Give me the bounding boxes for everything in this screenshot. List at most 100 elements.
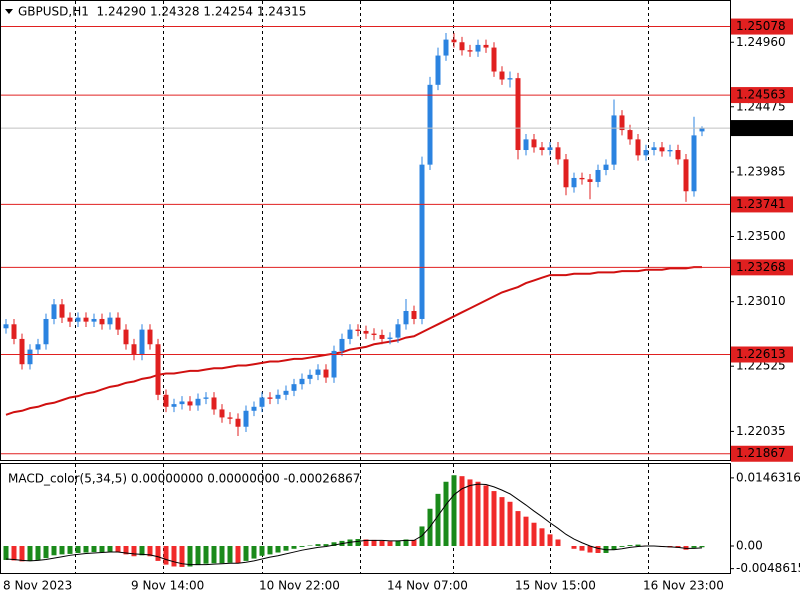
candle-body: [387, 337, 393, 339]
candle-body: [691, 135, 697, 192]
candle-body: [659, 147, 665, 152]
candle-body: [683, 159, 689, 192]
macd-bar: [571, 546, 577, 549]
candle-body: [163, 394, 169, 407]
macd-title: MACD_color(5,34,5) 0.00000000 0.00000000…: [8, 472, 360, 486]
y-tick-label: 1.22035: [736, 424, 786, 438]
level-label-box: [731, 87, 793, 104]
macd-bar: [467, 479, 473, 546]
macd-bar: [195, 546, 201, 566]
macd-bar: [267, 546, 273, 555]
macd-bar: [363, 539, 369, 546]
candle-body: [427, 84, 433, 165]
candle-body: [475, 44, 481, 52]
candle-body: [483, 44, 489, 48]
candle-body: [379, 334, 385, 339]
signal-line: [5, 483, 703, 566]
header-arrow: [5, 9, 13, 14]
macd-bar: [475, 481, 481, 546]
candle-body: [555, 147, 561, 160]
candle-body: [323, 369, 329, 378]
macd-bar: [75, 546, 81, 553]
level-label-box: [731, 259, 793, 276]
current-price-box: [731, 120, 793, 137]
candle-body: [491, 47, 497, 72]
y-tick-label: 1.23010: [736, 294, 786, 308]
macd-bar: [291, 546, 297, 549]
macd-bar: [411, 539, 417, 546]
candle-body: [459, 42, 465, 51]
candle-body: [187, 401, 193, 406]
macd-bar: [59, 546, 65, 555]
macd-bar: [459, 476, 465, 546]
macd-bar: [531, 522, 537, 546]
candle-body: [515, 78, 521, 151]
macd-bar: [211, 546, 217, 564]
candle-body: [75, 317, 81, 322]
candle-body: [43, 318, 49, 345]
macd-bar: [275, 546, 281, 553]
candle-body: [107, 317, 113, 325]
candle-body: [563, 159, 569, 188]
macd-bar: [619, 546, 625, 547]
macd-bar: [283, 546, 289, 551]
macd-bar: [323, 544, 329, 546]
macd-bar: [691, 546, 697, 548]
level-label: 1.22613: [736, 347, 786, 361]
macd-bar: [219, 546, 225, 564]
candle-body: [219, 409, 225, 418]
candle-body: [283, 390, 289, 395]
macd-bar: [227, 546, 233, 563]
macd-bar: [259, 546, 265, 556]
level-label-box: [731, 196, 793, 213]
price-pane-border: [0, 0, 731, 461]
macd-bar: [331, 542, 337, 546]
candle-body: [83, 317, 89, 322]
candle-body: [331, 350, 337, 378]
candle-body: [259, 397, 265, 407]
candle-body: [123, 329, 129, 345]
candle-body: [355, 329, 361, 331]
macd-bar: [83, 546, 89, 553]
candle-body: [635, 139, 641, 156]
macd-bar: [539, 528, 545, 546]
macd-bar: [579, 546, 585, 551]
candle-body: [395, 324, 401, 338]
candle-body: [19, 338, 25, 365]
candle-body: [467, 50, 473, 52]
macd-bar: [627, 545, 633, 546]
level-label-box: [731, 18, 793, 35]
level-label-box: [731, 346, 793, 363]
macd-bar: [315, 544, 321, 546]
candle-body: [251, 406, 257, 411]
y-tick-label: 1.23500: [736, 229, 786, 243]
candle-body: [115, 317, 121, 330]
macd-bar: [491, 491, 497, 546]
candle-body: [139, 329, 145, 355]
candle-body: [291, 384, 297, 391]
candle-body: [627, 130, 633, 140]
candle-body: [203, 397, 209, 399]
candle-body: [547, 147, 553, 151]
level-label: 1.23741: [736, 197, 786, 211]
macd-bar: [635, 544, 641, 546]
candle-body: [371, 333, 377, 335]
macd-bar: [355, 539, 361, 546]
candle-body: [435, 55, 441, 85]
level-label-box: [731, 445, 793, 462]
macd-bar: [451, 475, 457, 546]
macd-bar: [299, 546, 305, 547]
candle-body: [339, 338, 345, 351]
candle-body: [27, 349, 33, 365]
macd-bar: [155, 546, 161, 561]
macd-bar: [147, 546, 153, 557]
candle-body: [595, 169, 601, 182]
candle-body: [363, 330, 369, 334]
candle-body: [667, 150, 673, 152]
macd-bar: [379, 540, 385, 546]
macd-bar: [443, 481, 449, 546]
macd-bar: [435, 493, 441, 546]
macd-bar: [699, 546, 705, 548]
macd-bar: [243, 546, 249, 561]
